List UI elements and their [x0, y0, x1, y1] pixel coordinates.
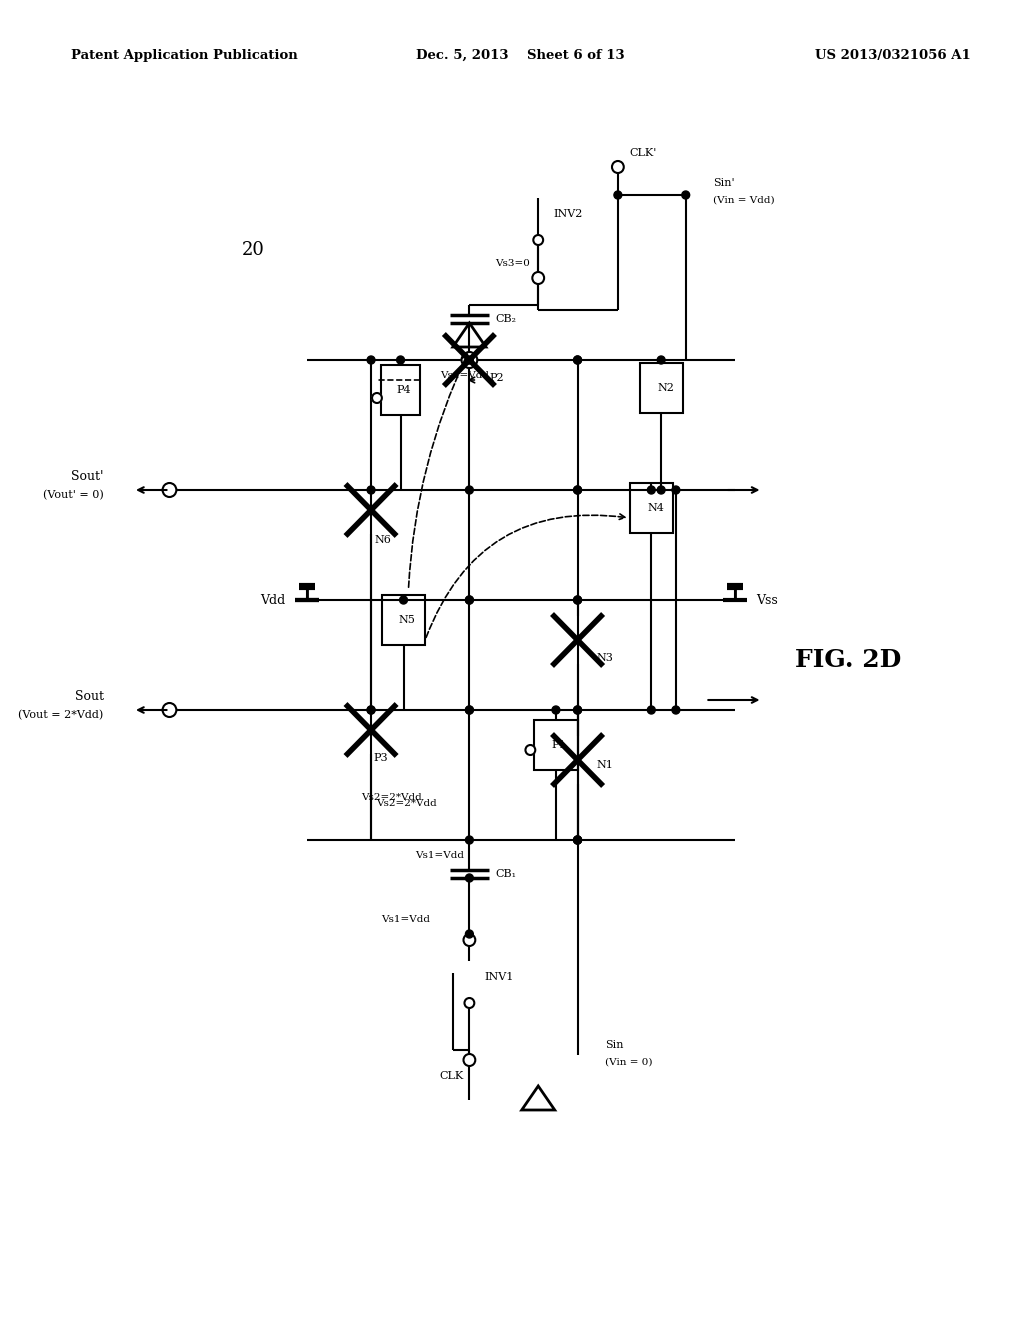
Text: (Vout = 2*Vdd): (Vout = 2*Vdd) — [18, 710, 103, 721]
Text: INV1: INV1 — [484, 972, 514, 982]
Bar — [630, 483, 673, 533]
Text: Sin': Sin' — [714, 178, 735, 187]
Circle shape — [573, 486, 582, 494]
Circle shape — [368, 706, 375, 714]
Text: INV2: INV2 — [553, 209, 583, 219]
Text: CLK': CLK' — [630, 148, 657, 158]
Bar — [382, 595, 425, 645]
Circle shape — [465, 998, 474, 1008]
Circle shape — [462, 352, 477, 368]
Circle shape — [368, 356, 375, 364]
Circle shape — [672, 706, 680, 714]
Circle shape — [573, 836, 582, 843]
Text: Vss: Vss — [757, 594, 778, 606]
Text: N3: N3 — [597, 653, 613, 663]
Circle shape — [466, 931, 473, 939]
Text: Vs2=2*Vdd: Vs2=2*Vdd — [361, 793, 422, 803]
Text: Vs1=Vdd: Vs1=Vdd — [416, 850, 465, 859]
Text: US 2013/0321056 A1: US 2013/0321056 A1 — [815, 49, 971, 62]
Text: Vs4=Vdd: Vs4=Vdd — [440, 371, 488, 380]
Circle shape — [525, 744, 536, 755]
Text: Vdd: Vdd — [260, 594, 286, 606]
Circle shape — [396, 356, 404, 364]
Circle shape — [657, 486, 665, 494]
Bar — [381, 366, 420, 414]
Text: Sout': Sout' — [71, 470, 103, 483]
Circle shape — [466, 874, 473, 882]
Text: Vs1=Vdd: Vs1=Vdd — [381, 916, 430, 924]
Text: Vs3=0: Vs3=0 — [496, 260, 530, 268]
Circle shape — [466, 706, 473, 714]
Text: N5: N5 — [398, 615, 415, 624]
Circle shape — [466, 597, 473, 605]
Circle shape — [647, 486, 655, 494]
Circle shape — [532, 272, 544, 284]
Text: (Vout' = 0): (Vout' = 0) — [43, 490, 103, 500]
Text: N6: N6 — [375, 535, 391, 545]
Circle shape — [466, 706, 473, 714]
Text: 20: 20 — [242, 242, 264, 259]
Circle shape — [573, 706, 582, 714]
Circle shape — [466, 597, 473, 605]
Circle shape — [573, 356, 582, 364]
Circle shape — [672, 486, 680, 494]
Circle shape — [573, 356, 582, 364]
Circle shape — [573, 486, 582, 494]
Circle shape — [573, 836, 582, 843]
Text: N2: N2 — [657, 383, 675, 393]
Circle shape — [614, 191, 622, 199]
Text: P2: P2 — [489, 374, 504, 383]
Circle shape — [573, 597, 582, 605]
Text: CB₂: CB₂ — [495, 314, 516, 323]
Circle shape — [466, 836, 473, 843]
Circle shape — [657, 356, 665, 364]
Circle shape — [464, 1053, 475, 1067]
Bar — [535, 719, 578, 770]
Circle shape — [573, 836, 582, 843]
Text: CB₁: CB₁ — [495, 869, 516, 879]
Text: P3: P3 — [374, 752, 388, 763]
Circle shape — [464, 935, 475, 946]
Bar — [640, 363, 683, 413]
Circle shape — [573, 706, 582, 714]
Text: (Vin = Vdd): (Vin = Vdd) — [714, 195, 775, 205]
Text: P4: P4 — [396, 385, 411, 395]
Text: Patent Application Publication: Patent Application Publication — [71, 49, 298, 62]
Circle shape — [552, 706, 560, 714]
Circle shape — [466, 486, 473, 494]
Circle shape — [612, 161, 624, 173]
Circle shape — [163, 704, 176, 717]
Circle shape — [368, 486, 375, 494]
Text: FIG. 2D: FIG. 2D — [795, 648, 901, 672]
Circle shape — [368, 706, 375, 714]
Text: Sin: Sin — [605, 1040, 624, 1049]
Text: Vs2=2*Vdd: Vs2=2*Vdd — [376, 800, 436, 808]
Circle shape — [163, 483, 176, 498]
Text: N4: N4 — [648, 503, 665, 513]
Text: P1: P1 — [552, 741, 566, 750]
Circle shape — [682, 191, 689, 199]
Text: N1: N1 — [597, 760, 613, 770]
Text: CLK: CLK — [439, 1071, 464, 1081]
Circle shape — [466, 356, 473, 364]
Circle shape — [647, 706, 655, 714]
Circle shape — [573, 597, 582, 605]
Text: Sout: Sout — [75, 689, 103, 702]
Circle shape — [399, 597, 408, 605]
Text: (Vin = 0): (Vin = 0) — [605, 1057, 652, 1067]
Text: Dec. 5, 2013    Sheet 6 of 13: Dec. 5, 2013 Sheet 6 of 13 — [416, 49, 625, 62]
Circle shape — [534, 235, 543, 246]
Circle shape — [372, 393, 382, 403]
